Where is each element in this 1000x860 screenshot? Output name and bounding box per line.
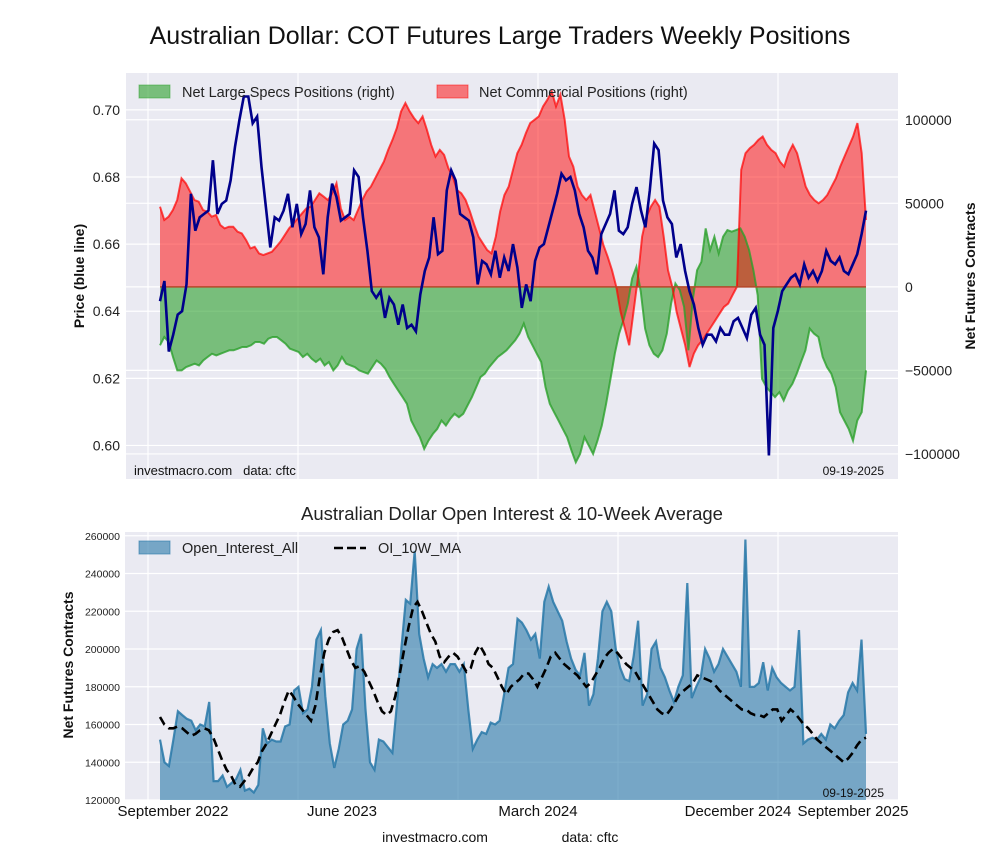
price-tick-label: 0.66 — [93, 236, 120, 252]
date-tick-label: December 2024 — [685, 803, 792, 820]
price-tick-label: 0.68 — [93, 169, 120, 185]
contracts-tick-label: −50000 — [905, 362, 952, 378]
price-line — [158, 95, 868, 456]
open-interest-tick-label: 260000 — [85, 531, 120, 543]
legend-label-commercial: Net Commercial Positions (right) — [479, 85, 688, 101]
price-tick-label: 0.62 — [93, 370, 120, 386]
open-interest-legend: Open_Interest_All OI_10W_MA — [138, 540, 461, 557]
price-tick-label: 0.64 — [93, 303, 120, 319]
price-axis-label: Price (blue line) — [71, 224, 87, 328]
legend-label-specs: Net Large Specs Positions (right) — [182, 85, 395, 101]
moving-average-line — [158, 599, 867, 789]
positions-date-stamp: 09-19-2025 — [823, 464, 885, 478]
contracts-tick-label: −100000 — [905, 446, 960, 462]
contracts-tick-label: 50000 — [905, 195, 944, 211]
legend-swatch-commercial — [436, 84, 469, 99]
price-tick-label: 0.60 — [93, 437, 120, 453]
date-tick-label: September 2025 — [798, 803, 909, 820]
open-interest-areas — [160, 539, 866, 800]
positions-chart: 0.60 0.62 0.64 0.66 0.68 0.70 −100000 −50000 0 5… — [71, 73, 978, 479]
date-axis-ticks: September 2022 June 2023 March 2024 Decembe… — [118, 803, 909, 820]
open-interest-axis-label: Net Futures Contracts — [60, 591, 76, 738]
legend-label-ma: OI_10W_MA — [378, 541, 461, 557]
open-interest-tick-label: 220000 — [85, 606, 120, 618]
open-interest-chart: Australian Dollar Open Interest & 10-Wee… — [60, 503, 908, 820]
legend-label-open-interest: Open_Interest_All — [182, 541, 298, 557]
open-interest-tick-label: 180000 — [85, 682, 120, 694]
positions-lines — [158, 88, 868, 465]
open-interest-area — [160, 539, 866, 800]
contracts-tick-label: 100000 — [905, 112, 952, 128]
open-interest-tick-label: 200000 — [85, 644, 120, 656]
open-interest-tick-label: 240000 — [85, 569, 120, 581]
open-interest-line — [158, 539, 868, 795]
open-interest-tick-label: 140000 — [85, 757, 120, 769]
commercial-area — [160, 91, 866, 368]
open-interest-tick-label: 160000 — [85, 720, 120, 732]
open-interest-axis-ticks: 120000 140000 160000 180000 200000 220000 2400… — [85, 531, 120, 807]
open-interest-lines — [158, 539, 868, 795]
date-tick-label: June 2023 — [307, 803, 377, 820]
specs-line — [159, 227, 867, 465]
open-interest-tick-label: 120000 — [85, 795, 120, 807]
footer-source: data: cftc — [562, 829, 619, 845]
price-tick-label: 0.70 — [93, 102, 120, 118]
contracts-axis-ticks: −100000 −50000 0 50000 100000 — [905, 112, 960, 462]
contracts-axis-label: Net Futures Contracts — [962, 202, 978, 349]
positions-watermark: investmacro.com data: cftc — [134, 463, 296, 478]
commercial-line — [159, 88, 867, 368]
legend-swatch-specs — [138, 84, 171, 99]
date-tick-label: March 2024 — [498, 803, 577, 820]
main-title: Australian Dollar: COT Futures Large Tra… — [149, 22, 851, 50]
open-interest-date-stamp: 09-19-2025 — [823, 786, 885, 800]
contracts-tick-label: 0 — [905, 279, 913, 295]
date-tick-label: September 2022 — [118, 803, 229, 820]
legend-swatch-open-interest — [138, 540, 171, 555]
price-axis-ticks: 0.60 0.62 0.64 0.66 0.68 0.70 — [93, 102, 120, 454]
open-interest-title: Australian Dollar Open Interest & 10-Wee… — [301, 503, 723, 524]
positions-legend: Net Large Specs Positions (right) Net Co… — [138, 84, 688, 101]
footer-site: investmacro.com — [382, 829, 488, 845]
